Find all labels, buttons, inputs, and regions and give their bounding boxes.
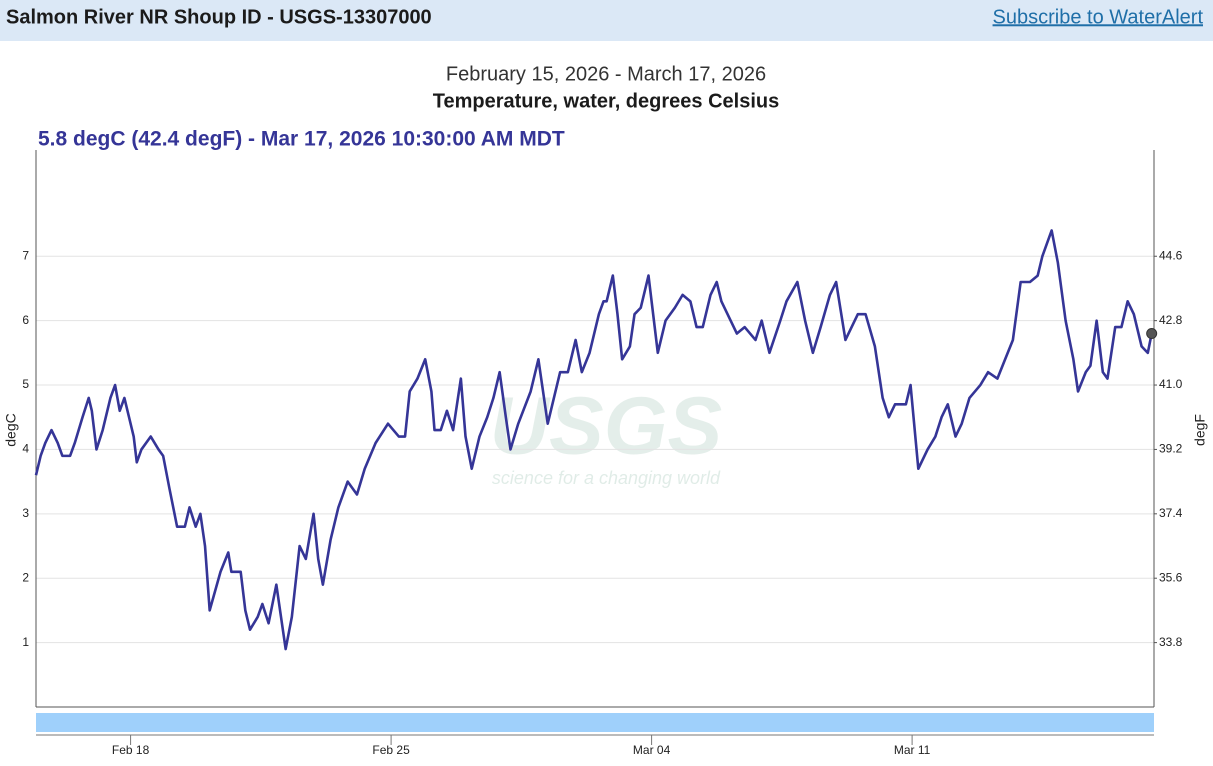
- y-tick-label: 2: [22, 570, 29, 584]
- latest-value: 5.8 degC (42.4 degF) - Mar 17, 2026 10:3…: [38, 128, 565, 151]
- y2-tick-label: 33.8: [1159, 635, 1183, 649]
- y-axis-label: degC: [3, 413, 19, 446]
- y2-axis-label: degF: [1192, 414, 1208, 446]
- x-tick-label: Mar 04: [633, 743, 671, 757]
- latest-point: [1146, 328, 1158, 340]
- header-bar: [0, 0, 1213, 41]
- y-tick-label: 5: [22, 377, 29, 391]
- watermark-logo: USGS: [490, 381, 722, 472]
- wateralert-link[interactable]: Subscribe to WaterAlert: [993, 6, 1204, 28]
- x-tick-label: Mar 11: [894, 743, 931, 757]
- site-title: Salmon River NR Shoup ID - USGS-13307000: [6, 6, 432, 28]
- chart-title: Temperature, water, degrees Celsius: [433, 90, 779, 112]
- y2-tick-label: 42.8: [1159, 313, 1183, 327]
- chart-subtitle: February 15, 2026 - March 17, 2026: [446, 63, 766, 85]
- x-tick-label: Feb 18: [112, 743, 150, 757]
- y-tick-label: 1: [22, 635, 29, 649]
- y-tick-label: 4: [22, 442, 29, 456]
- temperature-line: [34, 229, 1153, 651]
- x-tick-label: Feb 25: [372, 743, 410, 757]
- y-tick-label: 6: [22, 313, 29, 327]
- y-tick-label: 7: [22, 248, 29, 262]
- y2-tick-label: 39.2: [1159, 442, 1183, 456]
- y2-tick-label: 37.4: [1159, 506, 1183, 520]
- y2-tick-label: 35.6: [1159, 570, 1183, 584]
- y2-tick-label: 41.0: [1159, 377, 1183, 391]
- watermark-tagline: science for a changing world: [492, 468, 721, 488]
- y-tick-label: 3: [22, 506, 29, 520]
- y2-tick-label: 44.6: [1159, 248, 1183, 262]
- navigator-band: [36, 713, 1154, 732]
